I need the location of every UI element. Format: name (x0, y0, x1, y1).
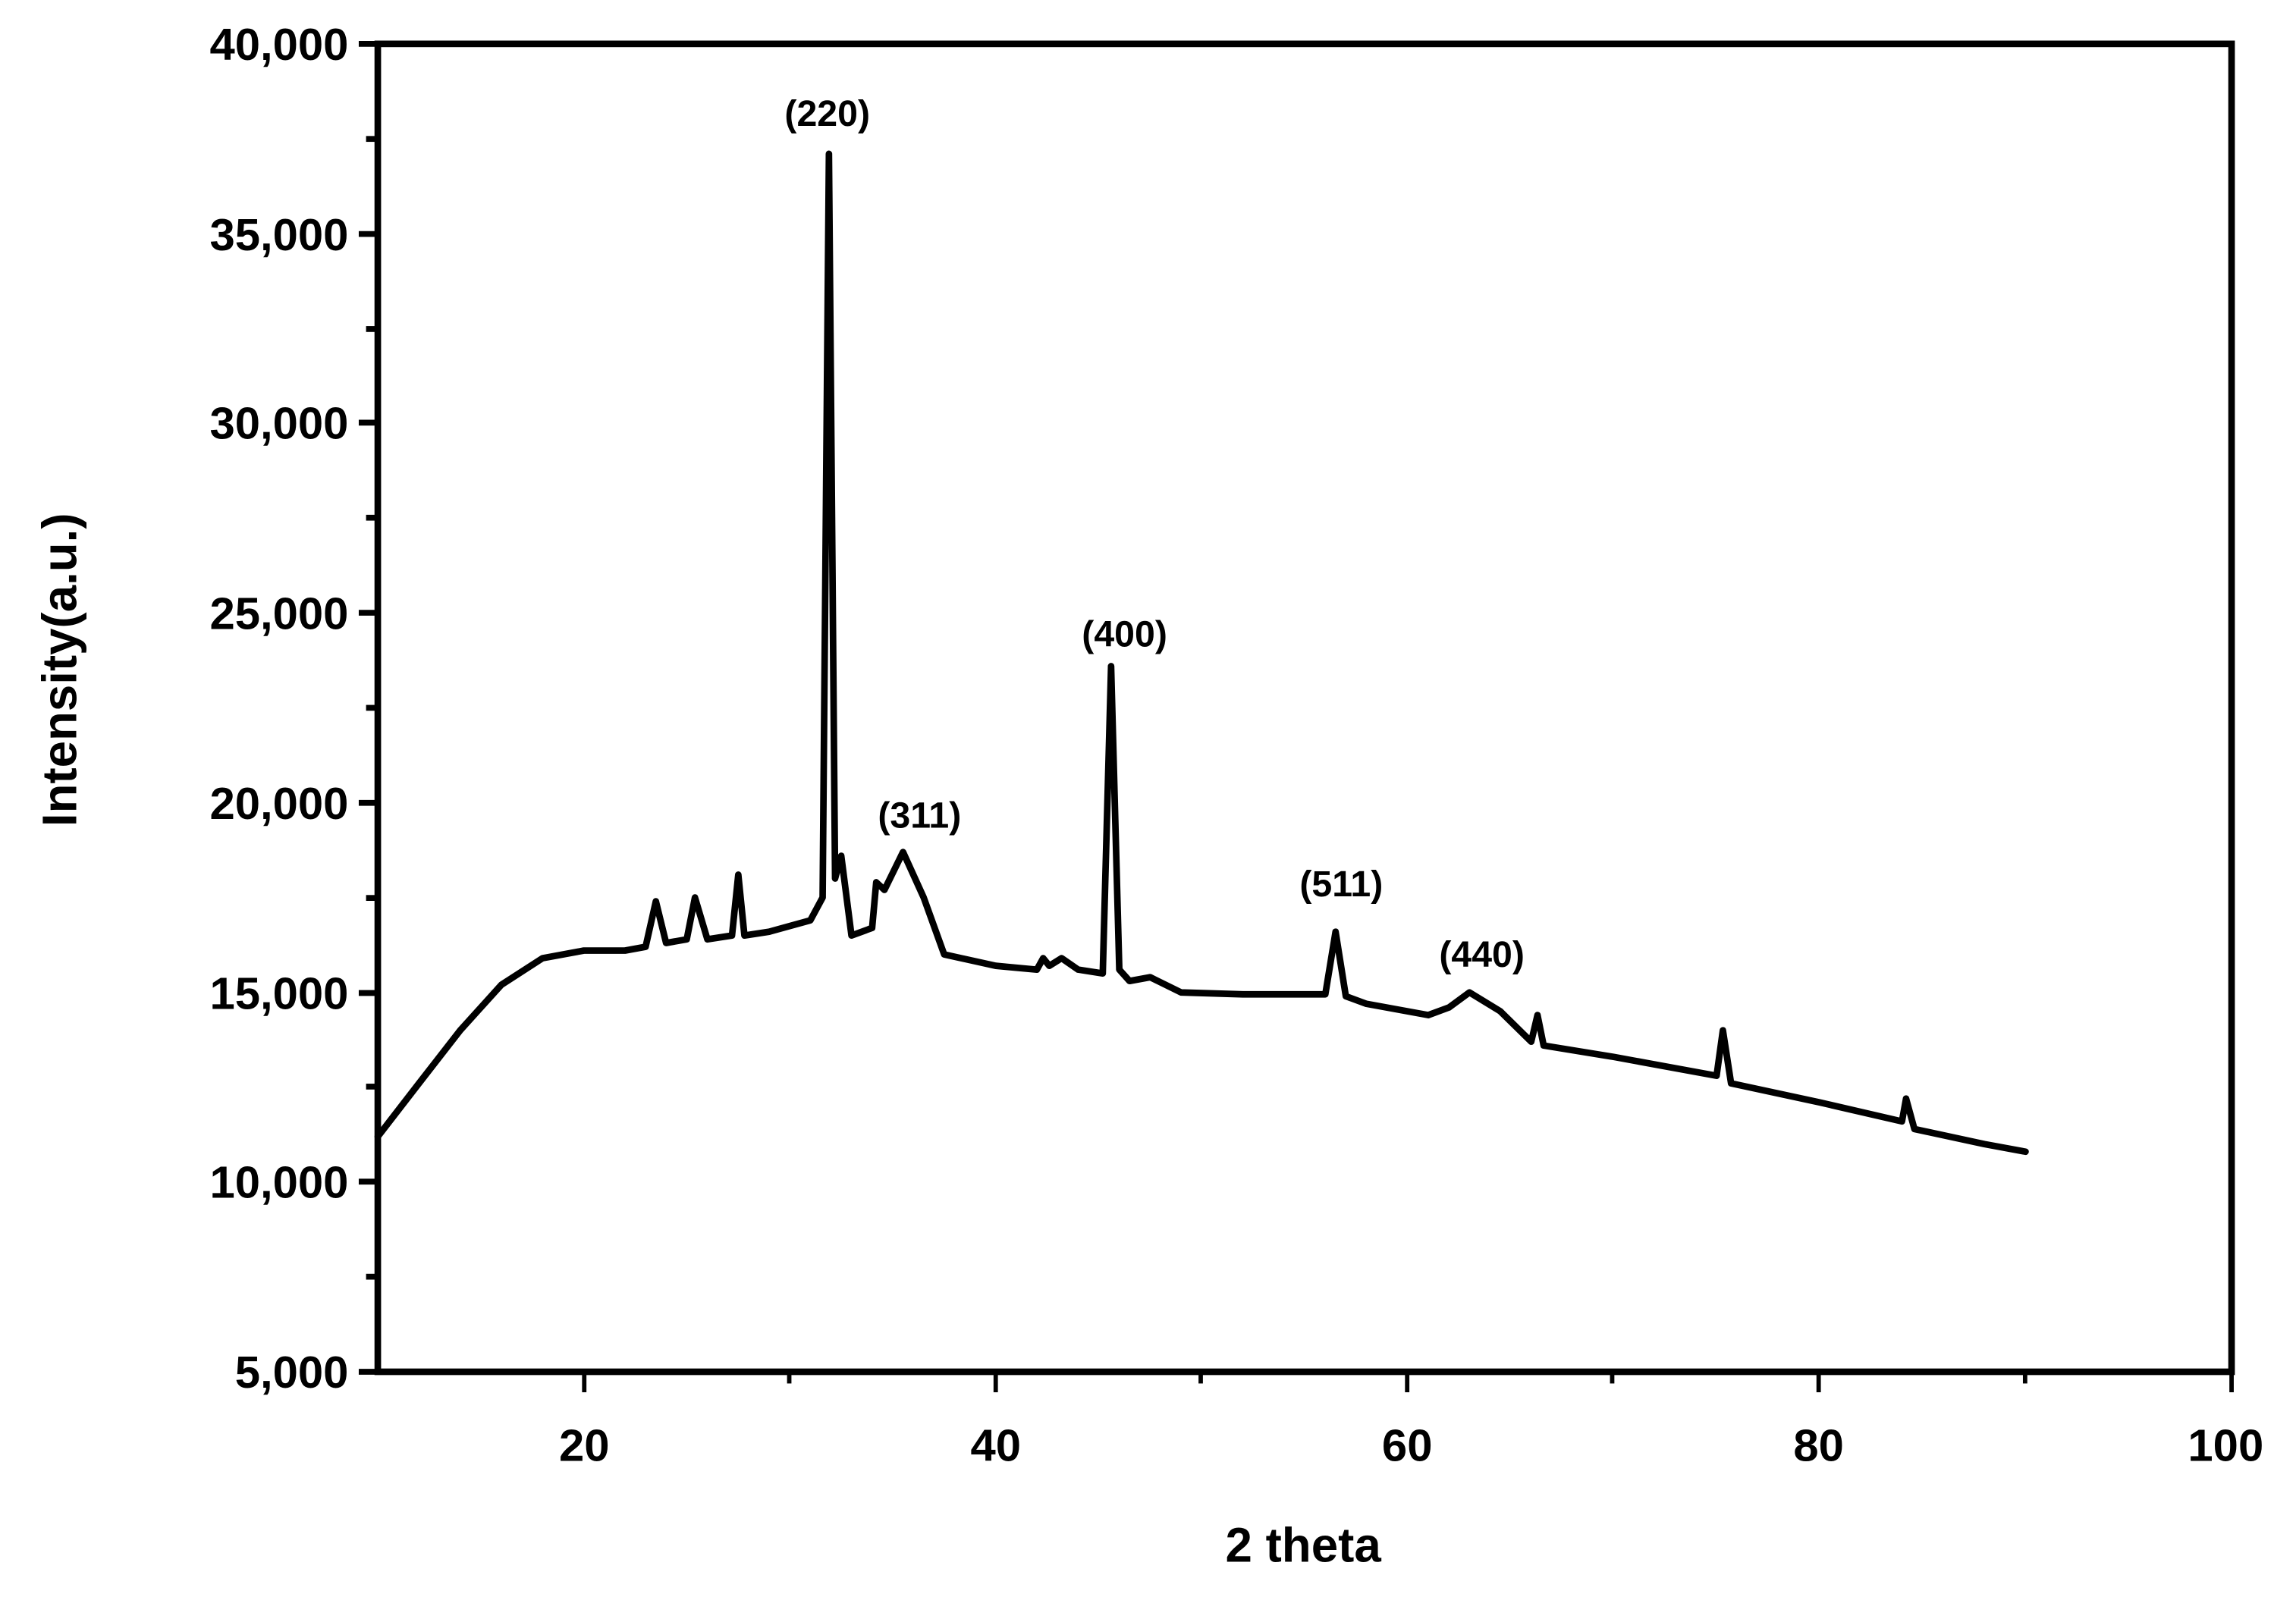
peak-label-511: (511) (1299, 864, 1383, 905)
xtick-20: 20 (559, 1420, 610, 1471)
ytick-20000: 20,000 (209, 778, 348, 829)
xtick-40: 40 (970, 1420, 1021, 1471)
xtick-80: 80 (1793, 1420, 1844, 1471)
peak-label-440: (440) (1439, 934, 1525, 975)
y-axis-title: Intensity(a.u.) (33, 513, 86, 827)
ytick-15000: 15,000 (209, 968, 348, 1019)
x-axis-title: 2 theta (1225, 1519, 1381, 1573)
ytick-35000: 35,000 (209, 209, 348, 260)
x-axis-ticks (582, 1372, 2234, 1392)
xtick-60: 60 (1382, 1420, 1433, 1471)
xrd-curve (374, 150, 2029, 1156)
ytick-5000: 5,000 (235, 1347, 349, 1398)
peak-label-220: (220) (784, 93, 870, 134)
plot-frame (374, 40, 2235, 1376)
xtick-100: 100 (2188, 1420, 2263, 1471)
peak-label-400: (400) (1082, 613, 1167, 654)
ytick-30000: 30,000 (209, 398, 348, 449)
y-tick-labels: 40,000 35,000 30,000 25,000 20,000 15,00… (209, 19, 348, 1398)
x-tick-labels: 20 40 60 80 100 (559, 1420, 2263, 1471)
peak-label-311: (311) (878, 795, 961, 836)
ytick-40000: 40,000 (209, 19, 348, 70)
y-axis-ticks (358, 41, 378, 1375)
ytick-25000: 25,000 (209, 588, 348, 638)
ytick-10000: 10,000 (209, 1157, 348, 1208)
